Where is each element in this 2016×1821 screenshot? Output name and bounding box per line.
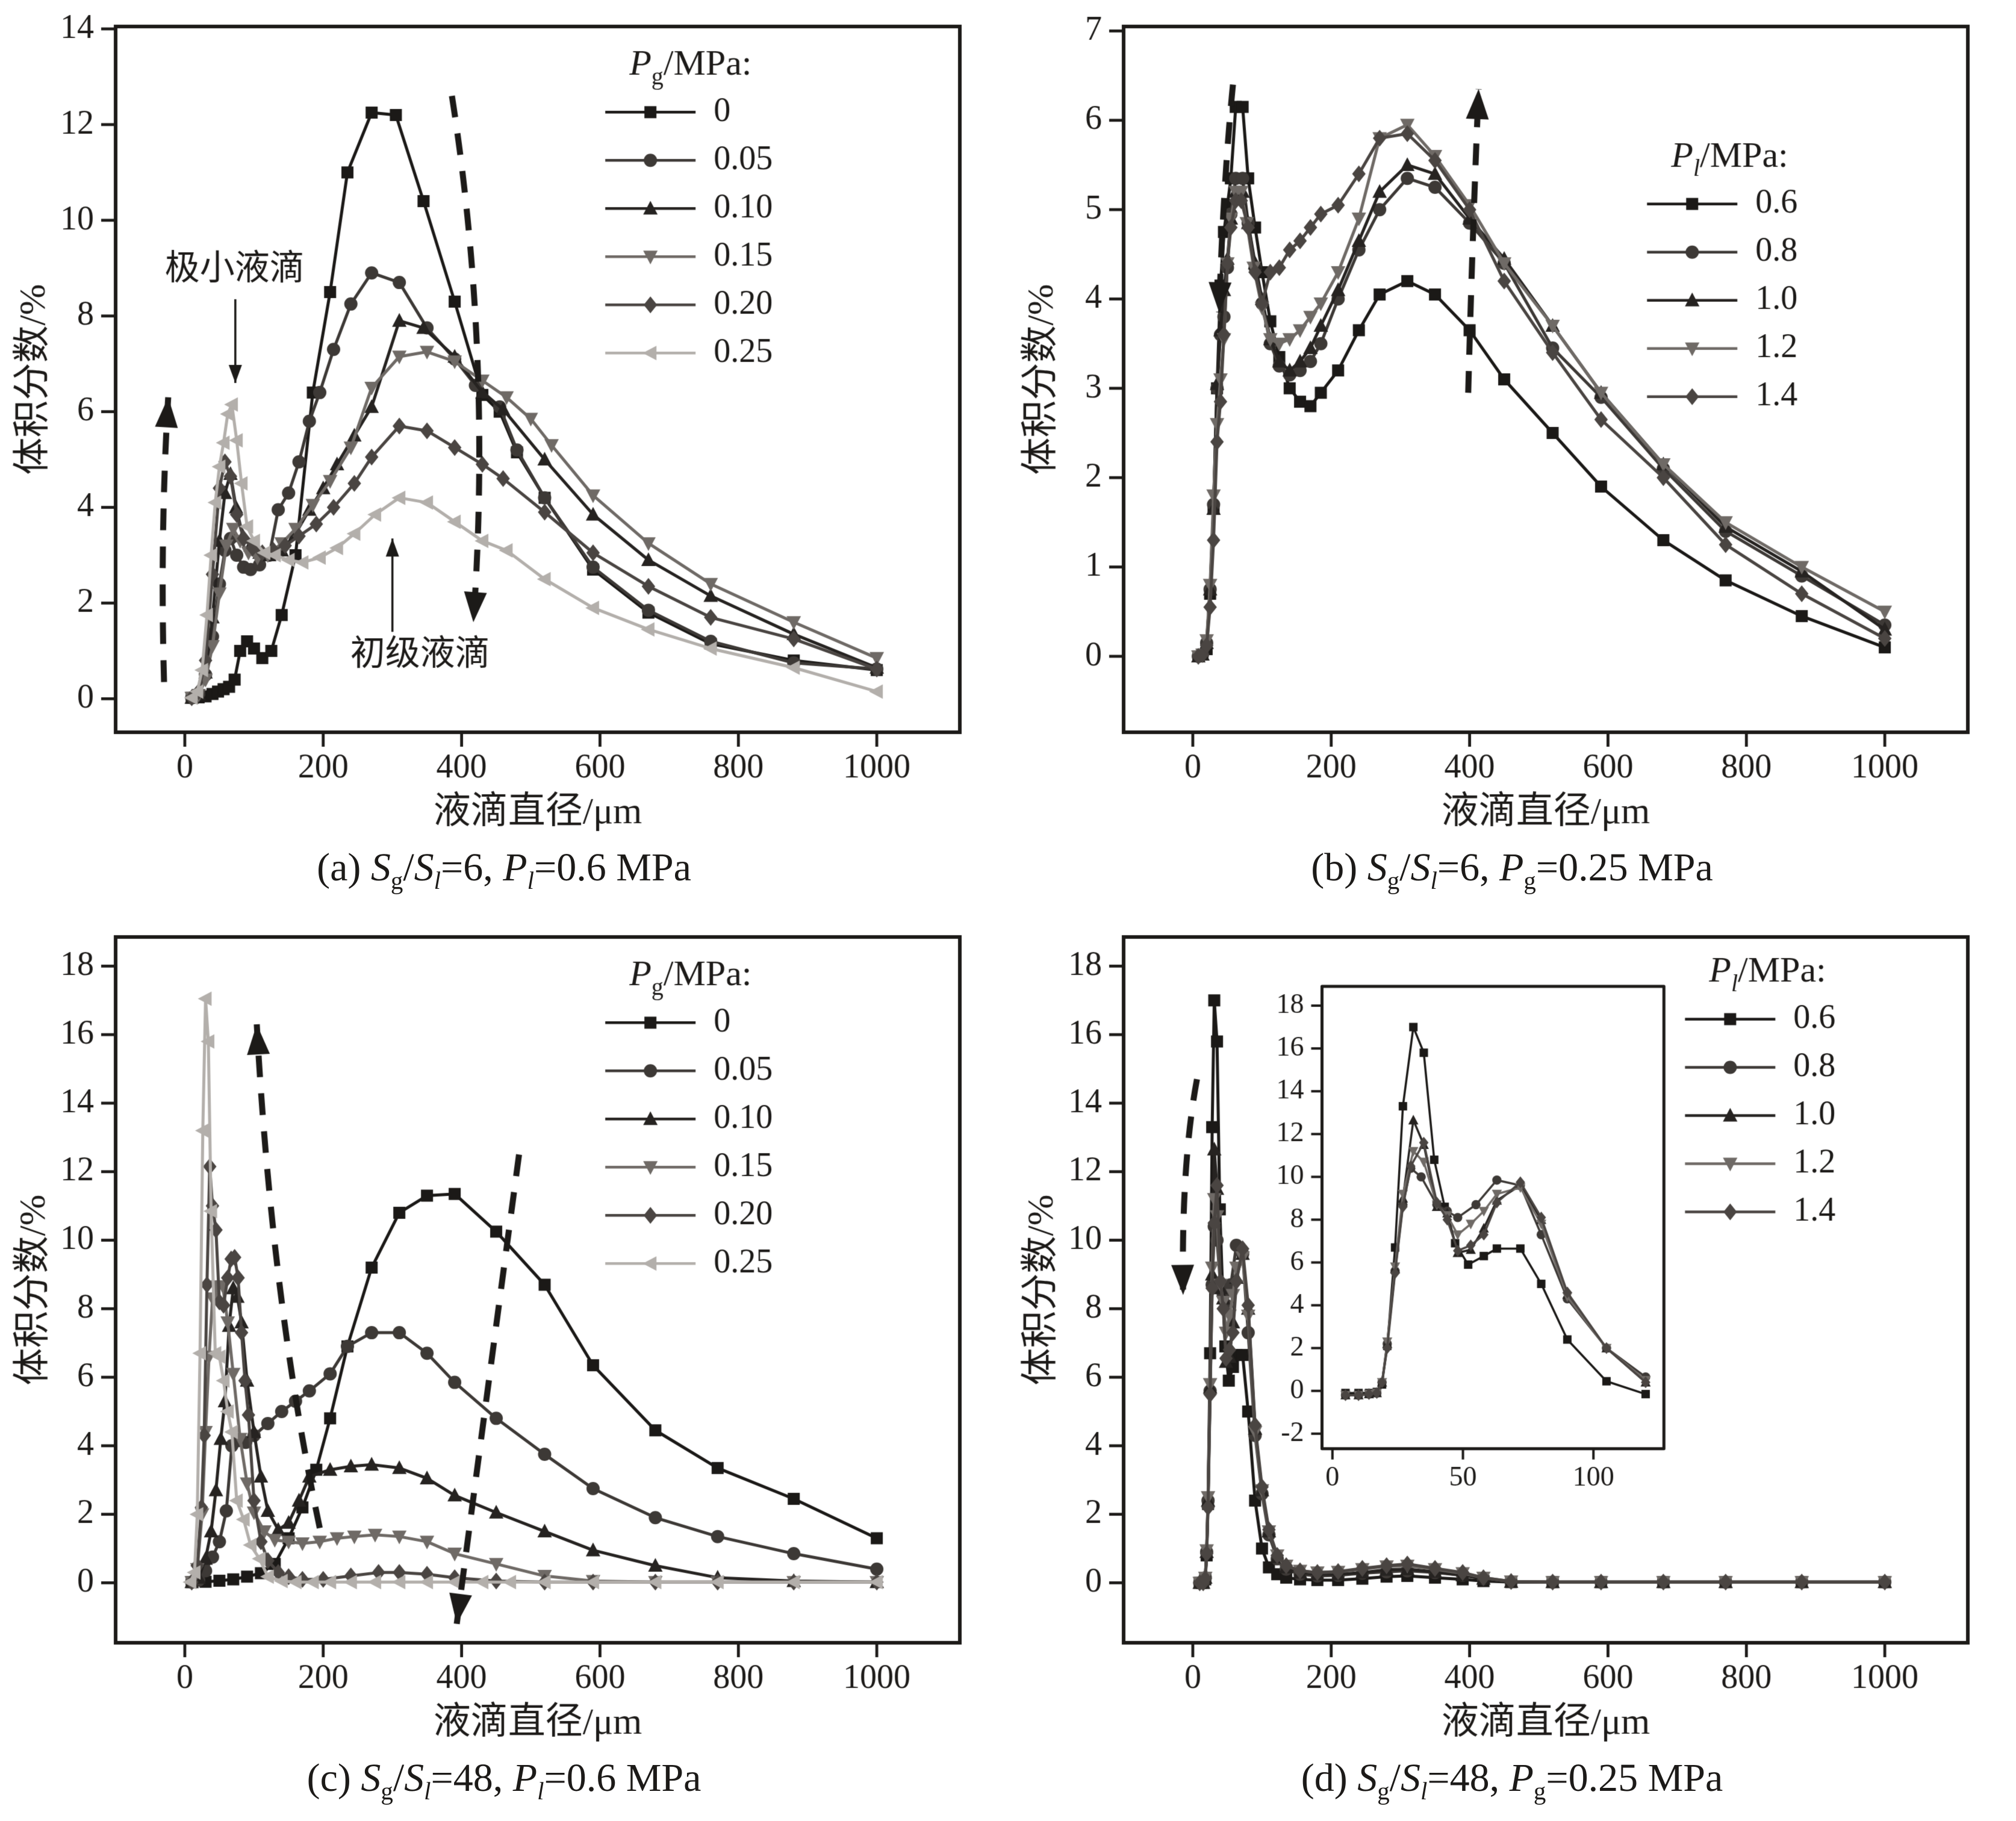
- chart-d-canvas: [1008, 910, 2016, 1751]
- caption-b: (b) Sg/Sl=6, Pg=0.25 MPa: [1311, 845, 1713, 895]
- caption-a: (a) Sg/Sl=6, Pl=0.6 MPa: [317, 845, 691, 895]
- panel-c: (c) Sg/Sl=48, Pl=0.6 MPa: [0, 910, 1008, 1821]
- chart-c-canvas: [0, 910, 1008, 1751]
- chart-b-canvas: [1008, 0, 2016, 841]
- panel-a: (a) Sg/Sl=6, Pl=0.6 MPa: [0, 0, 1008, 910]
- panel-d: (d) Sg/Sl=48, Pg=0.25 MPa: [1008, 910, 2016, 1821]
- panel-b: (b) Sg/Sl=6, Pg=0.25 MPa: [1008, 0, 2016, 910]
- chart-a-canvas: [0, 0, 1008, 841]
- caption-d: (d) Sg/Sl=48, Pg=0.25 MPa: [1301, 1756, 1723, 1805]
- caption-c: (c) Sg/Sl=48, Pl=0.6 MPa: [306, 1756, 702, 1805]
